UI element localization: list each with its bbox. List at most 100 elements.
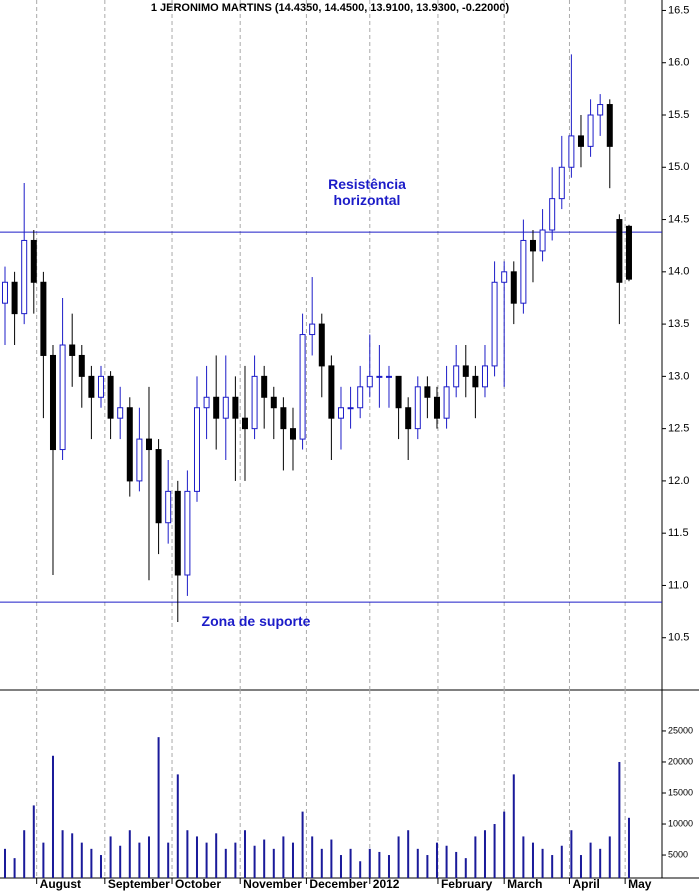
volume-bar bbox=[397, 836, 400, 878]
volume-bar bbox=[378, 851, 381, 878]
candle-body bbox=[376, 375, 383, 378]
volume-bar bbox=[618, 761, 621, 878]
candle-body bbox=[606, 104, 613, 147]
candle-body bbox=[529, 239, 536, 252]
x-tick-label: March bbox=[507, 877, 542, 891]
volume-bar bbox=[627, 817, 630, 878]
y-tick-label: 11.0 bbox=[668, 579, 689, 591]
volume-bar bbox=[195, 836, 198, 878]
candle-body bbox=[165, 490, 172, 524]
annotation: Resistência bbox=[328, 176, 406, 192]
candle-body bbox=[433, 396, 440, 419]
volume-bar bbox=[359, 861, 362, 878]
volume-bar bbox=[272, 848, 275, 878]
candle-body bbox=[385, 375, 392, 378]
volume-bar bbox=[387, 855, 390, 878]
volume-bar bbox=[253, 845, 256, 878]
volume-bar bbox=[570, 830, 573, 878]
y-tick-label: 10.5 bbox=[668, 632, 689, 644]
candle-body bbox=[318, 323, 325, 367]
volume-bar bbox=[474, 836, 477, 878]
candle-body bbox=[549, 198, 556, 231]
candle-body bbox=[510, 271, 517, 304]
y-tick-label: 15.0 bbox=[668, 161, 689, 173]
candle-body bbox=[155, 449, 162, 524]
volume-bar bbox=[301, 811, 304, 878]
volume-bar bbox=[445, 845, 448, 878]
volume-bar bbox=[531, 842, 534, 878]
y-tick-label: 10000 bbox=[668, 818, 693, 828]
volume-bar bbox=[80, 842, 83, 878]
candle-body bbox=[136, 438, 143, 482]
candle-body bbox=[395, 375, 402, 409]
volume-bar bbox=[426, 855, 429, 878]
volume-bar bbox=[608, 836, 611, 878]
candle-body bbox=[97, 375, 104, 398]
candle-body bbox=[597, 104, 604, 116]
chart-title: 1 JERONIMO MARTINS (14.4350, 14.4500, 13… bbox=[151, 2, 510, 14]
candle-body bbox=[203, 396, 210, 409]
volume-bar bbox=[349, 848, 352, 878]
volume-bar bbox=[32, 805, 35, 878]
volume-bar bbox=[599, 848, 602, 878]
volume-bar bbox=[42, 842, 45, 878]
candle-body bbox=[309, 323, 316, 336]
candle-body bbox=[40, 281, 47, 356]
candle-body bbox=[520, 239, 527, 304]
volume-bar bbox=[579, 855, 582, 878]
candle-body bbox=[213, 396, 220, 419]
candle-body bbox=[558, 166, 565, 200]
candle-body bbox=[30, 239, 37, 283]
volume-bar bbox=[61, 830, 64, 878]
volume-bar bbox=[541, 848, 544, 878]
volume-bar bbox=[311, 836, 314, 878]
candle-body bbox=[405, 407, 412, 430]
y-tick-label: 16.0 bbox=[668, 57, 689, 69]
volume-bar bbox=[589, 842, 592, 878]
volume-bar bbox=[186, 830, 189, 878]
volume-bar bbox=[147, 836, 150, 878]
y-tick-label: 5000 bbox=[668, 849, 688, 859]
candle-body bbox=[539, 229, 546, 252]
candle-body bbox=[587, 114, 594, 147]
candle-body bbox=[501, 271, 508, 283]
y-tick-label: 14.0 bbox=[668, 266, 689, 278]
y-tick-label: 15000 bbox=[668, 787, 693, 797]
candle-body bbox=[280, 407, 287, 430]
y-tick-label: 15.5 bbox=[668, 109, 689, 121]
volume-bar bbox=[416, 848, 419, 878]
volume-bar bbox=[13, 858, 16, 878]
candle-body bbox=[347, 407, 354, 410]
volume-bar bbox=[176, 774, 179, 878]
y-tick-label: 14.5 bbox=[668, 213, 689, 225]
candle-body bbox=[577, 135, 584, 147]
candle-body bbox=[107, 375, 114, 419]
volume-bar bbox=[493, 824, 496, 878]
candle-body bbox=[261, 375, 268, 398]
volume-bar bbox=[119, 845, 122, 878]
annotation: horizontal bbox=[334, 192, 401, 208]
volume-bar bbox=[330, 839, 333, 878]
candle-body bbox=[625, 225, 632, 280]
candle-body bbox=[11, 281, 18, 315]
candle-body bbox=[414, 386, 421, 430]
x-tick-label: December bbox=[309, 877, 367, 891]
volume-bar bbox=[368, 848, 371, 878]
volume-bar bbox=[503, 811, 506, 878]
candle-body bbox=[568, 135, 575, 168]
volume-bar bbox=[455, 851, 458, 878]
volume-bar bbox=[99, 855, 102, 878]
y-tick-label: 12.0 bbox=[668, 475, 689, 487]
y-tick-label: 13.0 bbox=[668, 370, 689, 382]
x-tick-label: 2012 bbox=[373, 877, 400, 891]
volume-bar bbox=[560, 845, 563, 878]
candle-body bbox=[117, 407, 124, 419]
x-tick-label: October bbox=[175, 877, 221, 891]
candle-body bbox=[357, 386, 364, 409]
y-tick-label: 20000 bbox=[668, 756, 693, 766]
candle-body bbox=[49, 354, 56, 451]
volume-bar bbox=[71, 833, 74, 878]
volume-bar bbox=[109, 836, 112, 878]
candle-body bbox=[481, 365, 488, 388]
